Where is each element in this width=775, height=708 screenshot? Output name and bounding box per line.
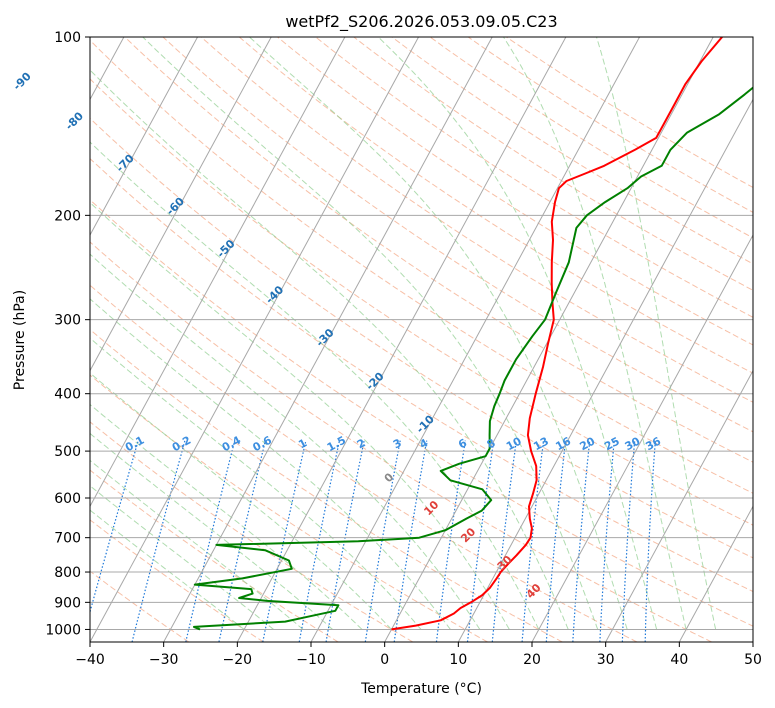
x-tick-label: 20 — [523, 652, 541, 668]
mixing-ratio-line — [599, 440, 615, 642]
mixing-ratio-line — [491, 440, 517, 642]
dry-adiabat-line — [90, 117, 753, 559]
x-tick-label: 0 — [380, 652, 389, 668]
moist-adiabat-line — [90, 372, 392, 630]
moist-adiabat-line — [90, 298, 451, 630]
y-tick-label: 900 — [54, 595, 81, 611]
y-tick-label: 700 — [54, 531, 81, 547]
mixing-ratio-line — [435, 440, 466, 642]
moist-adiabat-line — [90, 432, 333, 630]
moist-adiabat-line — [596, 37, 717, 630]
mixing-ratio-label: 16 — [553, 434, 573, 453]
y-tick-label: 200 — [54, 208, 81, 224]
isotherm-line — [90, 37, 346, 508]
mixing-ratio-line — [572, 440, 591, 642]
mixing-ratio-label: 30 — [623, 434, 643, 453]
mixing-ratio-line — [545, 440, 567, 642]
dry-adiabat-line — [238, 37, 753, 374]
y-tick-label: 500 — [54, 444, 81, 460]
temperature-curve — [391, 37, 723, 631]
dry-adiabat-line — [90, 374, 488, 642]
x-tick-label: 10 — [449, 652, 467, 668]
chart-title: wetPf2_S206.2026.053.09.05.C23 — [285, 12, 557, 32]
y-tick-label: 800 — [54, 565, 81, 581]
mixing-ratio-line — [90, 440, 139, 615]
mixing-ratio-label: 25 — [602, 435, 622, 454]
isotherm-line — [236, 37, 567, 642]
mixing-ratio-line — [262, 440, 307, 642]
moist-adiabat-line — [90, 403, 363, 630]
dry-adiabat-line — [90, 570, 190, 642]
isotherm-line — [90, 37, 272, 372]
moist-adiabat-line — [90, 485, 274, 630]
isotherm-line — [163, 37, 493, 642]
dry-adiabat-line — [90, 469, 339, 642]
isotherm-line — [531, 234, 753, 642]
x-tick-label: −20 — [223, 652, 253, 668]
moist-adiabat-line — [90, 337, 422, 630]
x-tick-label: 30 — [597, 652, 615, 668]
dry-adiabat-line — [90, 284, 638, 642]
dry-adiabat-line — [90, 519, 264, 642]
x-axis-label: Temperature (°C) — [360, 681, 482, 697]
moist-adiabat-line — [90, 201, 510, 630]
background-lines — [90, 37, 753, 642]
y-tick-label: 100 — [54, 30, 81, 46]
dry-adiabat-label: -90 — [11, 70, 34, 93]
isotherm-line — [678, 505, 753, 642]
dry-adiabat-line — [124, 37, 753, 463]
dry-adiabat-line — [90, 78, 753, 526]
isotherm-line — [90, 37, 198, 237]
moist-adiabat-line — [90, 509, 245, 630]
x-tick-label: 40 — [670, 652, 688, 668]
mixing-ratio-line — [218, 440, 266, 642]
dewpoint-curve — [193, 86, 753, 631]
isotherm-line — [457, 98, 753, 642]
y-tick-label: 400 — [54, 387, 81, 403]
x-tick-label: 50 — [744, 652, 762, 668]
dry-adiabat-line — [315, 37, 753, 318]
moist-adiabat-line — [249, 37, 628, 630]
mixing-ratio-line — [466, 440, 495, 642]
y-axis-label: Pressure (hPa) — [12, 290, 28, 390]
mixing-ratio-line — [644, 440, 656, 642]
mixing-ratio-label: 10 — [504, 434, 524, 453]
isotherm-line — [752, 640, 753, 642]
dry-adiabat-line — [90, 39, 753, 494]
mixing-ratio-line — [131, 440, 186, 642]
moist-adiabat-line — [503, 37, 687, 630]
dry-adiabat-line — [353, 37, 753, 291]
mixing-ratio-label: 20 — [578, 434, 598, 453]
moist-adiabat-line — [377, 37, 658, 630]
dry-adiabat-line — [90, 241, 712, 642]
profile-curves — [193, 37, 753, 631]
y-tick-label: 1000 — [45, 622, 81, 638]
mixing-ratio-line — [521, 440, 545, 642]
y-tick-label: 600 — [54, 491, 81, 507]
dry-adiabat-line — [90, 157, 753, 593]
mixing-ratio-line — [325, 440, 365, 642]
x-tick-label: −10 — [296, 652, 326, 668]
mixing-ratio-label: 13 — [531, 435, 551, 454]
y-tick-label: 300 — [54, 313, 81, 329]
x-tick-label: −40 — [75, 652, 105, 668]
mixing-ratio-line — [185, 440, 236, 642]
axis-ticks: −40 −30 −20 −10 0 10 20 30 40 50 100 200 300 400 500 60… — [45, 30, 762, 668]
x-tick-label: −30 — [149, 652, 179, 668]
isotherm-line — [605, 369, 753, 642]
mixing-ratio-label: 36 — [643, 434, 663, 453]
moist-adiabat-line — [90, 69, 569, 630]
mixing-ratio-line — [621, 440, 636, 642]
dry-adiabat-label: -80 — [63, 109, 86, 132]
dry-adiabat-line — [162, 37, 753, 433]
dry-adiabat-line — [90, 199, 753, 627]
mixing-ratio-line — [364, 440, 401, 642]
isotherm-line — [90, 37, 419, 642]
plot-frame — [89, 36, 754, 643]
